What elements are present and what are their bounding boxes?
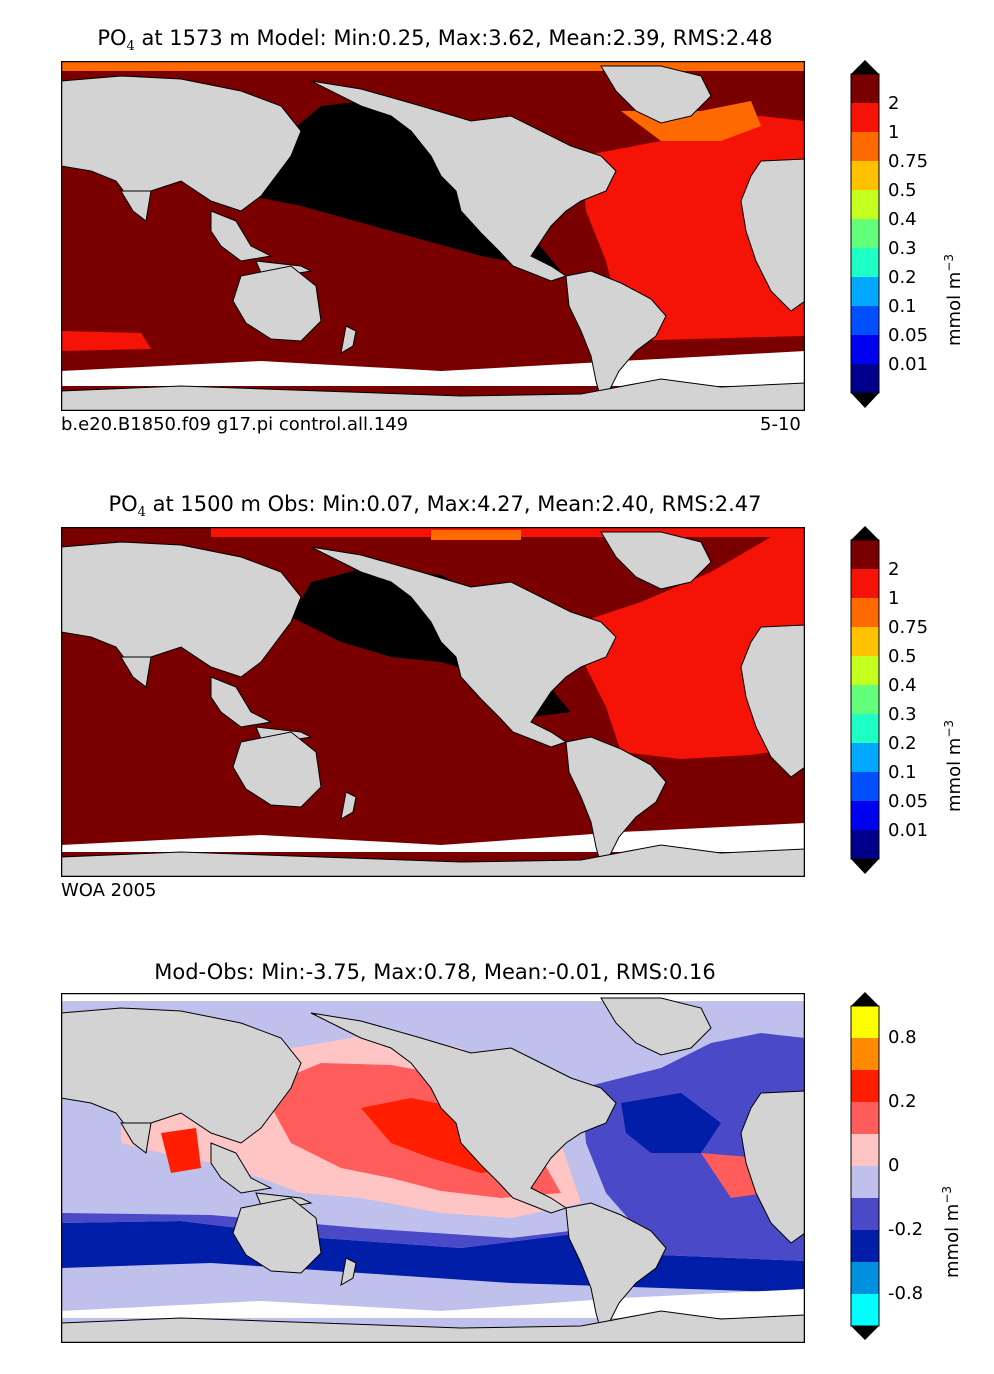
cbar-swatch xyxy=(851,1038,879,1070)
cbar-unit-label: mmol m−3 xyxy=(942,719,965,812)
cbar-swatch xyxy=(851,277,879,306)
atlantic-dblue xyxy=(621,1093,721,1153)
cbar-tick: 0.75 xyxy=(888,151,929,172)
cbar-swatch xyxy=(851,1134,879,1166)
indian-red xyxy=(161,1128,201,1173)
obs-map xyxy=(61,527,805,877)
diff-colorbar: 0.8 0.2 0 -0.2 -0.8 mmol m−3 xyxy=(840,988,963,1350)
cbar-tick: 0.4 xyxy=(888,209,917,230)
cbar-swatch xyxy=(851,801,879,830)
cbar-swatch xyxy=(851,540,879,569)
cbar-swatch xyxy=(851,190,879,219)
cbar-swatch xyxy=(851,1230,879,1262)
panel-diff: Mod-Obs: Min:-3.75, Max:0.78, Mean:-0.01… xyxy=(0,932,994,1372)
southern-red xyxy=(61,331,151,351)
panel-obs: PO4 at 1500 m Obs: Min:0.07, Max:4.27, M… xyxy=(0,466,994,926)
cbar-unit-label: mmol m−3 xyxy=(942,253,965,346)
missing-data xyxy=(61,351,805,386)
cbar-swatch xyxy=(851,743,879,772)
cbar-swatch xyxy=(851,714,879,743)
model-map xyxy=(61,61,805,411)
cbar-swatch xyxy=(851,1102,879,1134)
model-colorbar: 2 1 0.75 0.5 0.4 0.3 0.2 0.1 0.05 0.01 m… xyxy=(840,56,965,418)
cbar-swatch xyxy=(851,1198,879,1230)
cbar-max-extend xyxy=(851,60,879,74)
cbar-swatch xyxy=(851,219,879,248)
obs-source-label: WOA 2005 xyxy=(61,880,157,901)
cbar-tick: 0.4 xyxy=(888,675,917,696)
panel-title: PO4 at 1573 m Model: Min:0.25, Max:3.62,… xyxy=(97,26,773,55)
atlantic-region xyxy=(581,116,805,331)
cbar-swatch xyxy=(851,132,879,161)
cbar-tick: 2 xyxy=(888,559,900,580)
cbar-swatch xyxy=(851,1070,879,1102)
cbar-tick: 2 xyxy=(888,93,900,114)
cbar-tick: 0.3 xyxy=(888,238,917,259)
cbar-tick: -0.2 xyxy=(888,1219,924,1240)
cbar-swatch xyxy=(851,306,879,335)
cbar-tick: 0.05 xyxy=(888,791,929,812)
panel-title: Mod-Obs: Min:-3.75, Max:0.78, Mean:-0.01… xyxy=(154,960,716,984)
cbar-swatch xyxy=(851,1262,879,1294)
cbar-swatch xyxy=(851,364,879,393)
cbar-unit-label: mmol m−3 xyxy=(940,1185,963,1278)
cbar-swatch xyxy=(851,335,879,364)
panel-title: PO4 at 1500 m Obs: Min:0.07, Max:4.27, M… xyxy=(108,492,762,521)
cbar-swatch xyxy=(851,685,879,714)
cbar-min-extend xyxy=(851,859,879,874)
cbar-swatch xyxy=(851,1294,879,1326)
cbar-min-extend xyxy=(851,393,879,408)
cbar-swatch xyxy=(851,1006,879,1038)
arctic-band xyxy=(61,61,805,71)
cbar-tick: 0.3 xyxy=(888,704,917,725)
cbar-tick: 0.2 xyxy=(888,733,917,754)
cbar-tick: 0.5 xyxy=(888,646,917,667)
missing-data xyxy=(61,823,805,852)
cbar-swatch xyxy=(851,656,879,685)
cbar-min-extend xyxy=(851,1326,879,1340)
arctic-orange xyxy=(431,530,521,540)
cbar-max-extend xyxy=(851,992,879,1006)
missing-data xyxy=(61,993,805,1001)
cbar-swatch xyxy=(851,598,879,627)
cbar-swatch xyxy=(851,772,879,801)
obs-colorbar: 2 1 0.75 0.5 0.4 0.3 0.2 0.1 0.05 0.01 m… xyxy=(840,522,965,884)
cbar-swatch xyxy=(851,830,879,859)
cbar-tick: 0.1 xyxy=(888,296,917,317)
diff-map xyxy=(61,993,805,1343)
cbar-tick: 0.8 xyxy=(888,1027,917,1048)
cbar-tick: 0.01 xyxy=(888,354,929,375)
panel-model: PO4 at 1573 m Model: Min:0.25, Max:3.62,… xyxy=(0,0,994,460)
cbar-tick: 1 xyxy=(888,122,900,143)
missing-data xyxy=(61,1289,805,1318)
cbar-tick: 0.01 xyxy=(888,820,929,841)
cbar-tick: 0.2 xyxy=(888,1091,917,1112)
cbar-swatch xyxy=(851,627,879,656)
cbar-tick: -0.8 xyxy=(888,1283,924,1304)
cbar-swatch xyxy=(851,569,879,598)
cbar-swatch xyxy=(851,1166,879,1198)
cbar-swatch xyxy=(851,161,879,190)
cbar-tick: 0.75 xyxy=(888,617,929,638)
cbar-tick: 0.2 xyxy=(888,267,917,288)
cbar-swatch xyxy=(851,74,879,103)
cbar-max-extend xyxy=(851,526,879,540)
cbar-tick: 1 xyxy=(888,588,900,609)
cbar-tick: 0.1 xyxy=(888,762,917,783)
cbar-tick: 0 xyxy=(888,1155,900,1176)
cbar-tick: 0.5 xyxy=(888,180,917,201)
model-run-label: b.e20.B1850.f09 g17.pi control.all.149 xyxy=(61,414,409,435)
cbar-tick: 0.05 xyxy=(888,325,929,346)
year-range-label: 5-10 xyxy=(760,414,801,435)
cbar-swatch xyxy=(851,248,879,277)
cbar-swatch xyxy=(851,103,879,132)
